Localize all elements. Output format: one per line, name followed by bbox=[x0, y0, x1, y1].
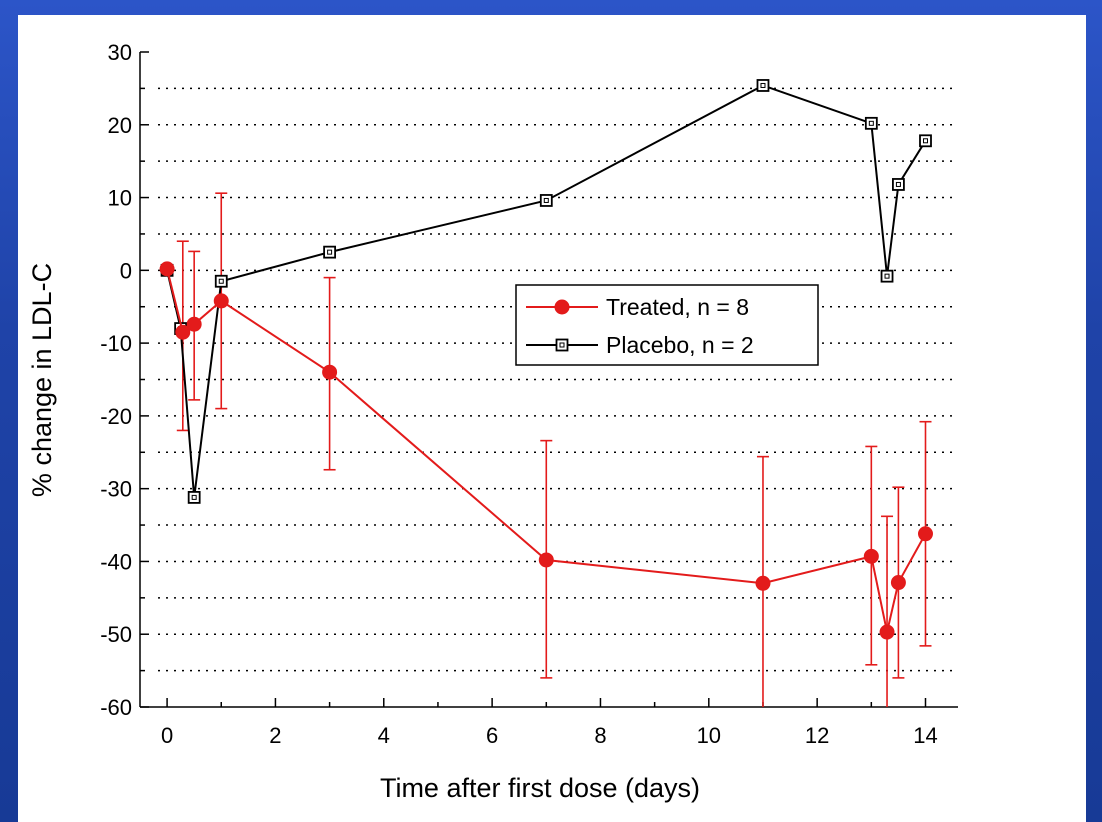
data-point bbox=[539, 194, 553, 207]
x-tick-label: 2 bbox=[269, 723, 281, 748]
data-point bbox=[186, 316, 202, 332]
x-tick-label: 10 bbox=[697, 723, 721, 748]
data-point-inner bbox=[191, 494, 197, 500]
x-tick-label: 0 bbox=[161, 723, 173, 748]
x-tick-label: 4 bbox=[378, 723, 390, 748]
x-tick-label: 14 bbox=[913, 723, 937, 748]
y-tick-label: -50 bbox=[100, 622, 132, 647]
data-point bbox=[159, 261, 175, 277]
data-point bbox=[538, 552, 554, 568]
y-tick-label: -20 bbox=[100, 404, 132, 429]
axes-layer: 30 20 10 0 -10 -20 -30 -40 -50 -60 0 2 4 6 8 10 12 14 bbox=[100, 40, 958, 748]
legend-marker-inner bbox=[559, 342, 565, 348]
grid-layer bbox=[158, 87, 958, 672]
y-tick-label: 30 bbox=[108, 40, 132, 65]
data-point bbox=[890, 575, 906, 591]
data-point bbox=[880, 269, 894, 283]
y-tick-label: -10 bbox=[100, 331, 132, 356]
data-point-inner bbox=[868, 120, 874, 126]
legend-box bbox=[515, 284, 819, 366]
data-point bbox=[175, 324, 191, 340]
data-point-inner bbox=[895, 181, 901, 187]
y-tick-label: -40 bbox=[100, 549, 132, 574]
y-tick-label: 20 bbox=[108, 113, 132, 138]
y-tick-label: -60 bbox=[100, 695, 132, 720]
data-point bbox=[892, 178, 905, 191]
data-point bbox=[323, 245, 337, 259]
x-tick-label: 12 bbox=[805, 723, 829, 748]
data-point bbox=[864, 116, 878, 130]
legend-marker bbox=[554, 299, 570, 315]
data-point-inner bbox=[218, 278, 224, 284]
data-point bbox=[755, 575, 771, 591]
data-point bbox=[214, 274, 228, 288]
y-tick-label: 0 bbox=[120, 258, 132, 283]
ldl-chart: 30 20 10 0 -10 -20 -30 -40 -50 -60 0 2 4 6 8 10 12 14 Tre… bbox=[27, 40, 958, 803]
x-tick-label: 8 bbox=[594, 723, 606, 748]
x-axis-label: Time after first dose (days) bbox=[380, 773, 700, 803]
data-point-inner bbox=[922, 138, 928, 144]
data-point bbox=[322, 364, 338, 380]
legend-label: Placebo, n = 2 bbox=[606, 332, 754, 358]
data-point-inner bbox=[884, 273, 890, 279]
data-point-inner bbox=[760, 82, 766, 88]
y-tick-label: -30 bbox=[100, 477, 132, 502]
data-point bbox=[917, 526, 933, 542]
series-layer bbox=[159, 79, 933, 640]
legend-label: Treated, n = 8 bbox=[606, 294, 749, 320]
x-tick-label: 6 bbox=[486, 723, 498, 748]
y-axis-label: % change in LDL-C bbox=[27, 263, 57, 497]
data-point bbox=[213, 293, 229, 309]
legend-marker bbox=[555, 338, 569, 352]
data-point bbox=[863, 548, 879, 564]
data-point bbox=[756, 79, 770, 92]
error-bar-layer bbox=[176, 192, 932, 707]
data-point-inner bbox=[543, 197, 549, 203]
legend: Treated, n = 8 Placebo, n = 2 bbox=[515, 284, 819, 366]
data-point bbox=[187, 490, 201, 504]
chart-panel: 30 20 10 0 -10 -20 -30 -40 -50 -60 0 2 4 6 8 10 12 14 Tre… bbox=[18, 15, 1086, 822]
data-point bbox=[919, 134, 932, 148]
data-point bbox=[879, 624, 895, 640]
y-tick-label: 10 bbox=[108, 186, 132, 211]
data-point-inner bbox=[327, 249, 333, 255]
